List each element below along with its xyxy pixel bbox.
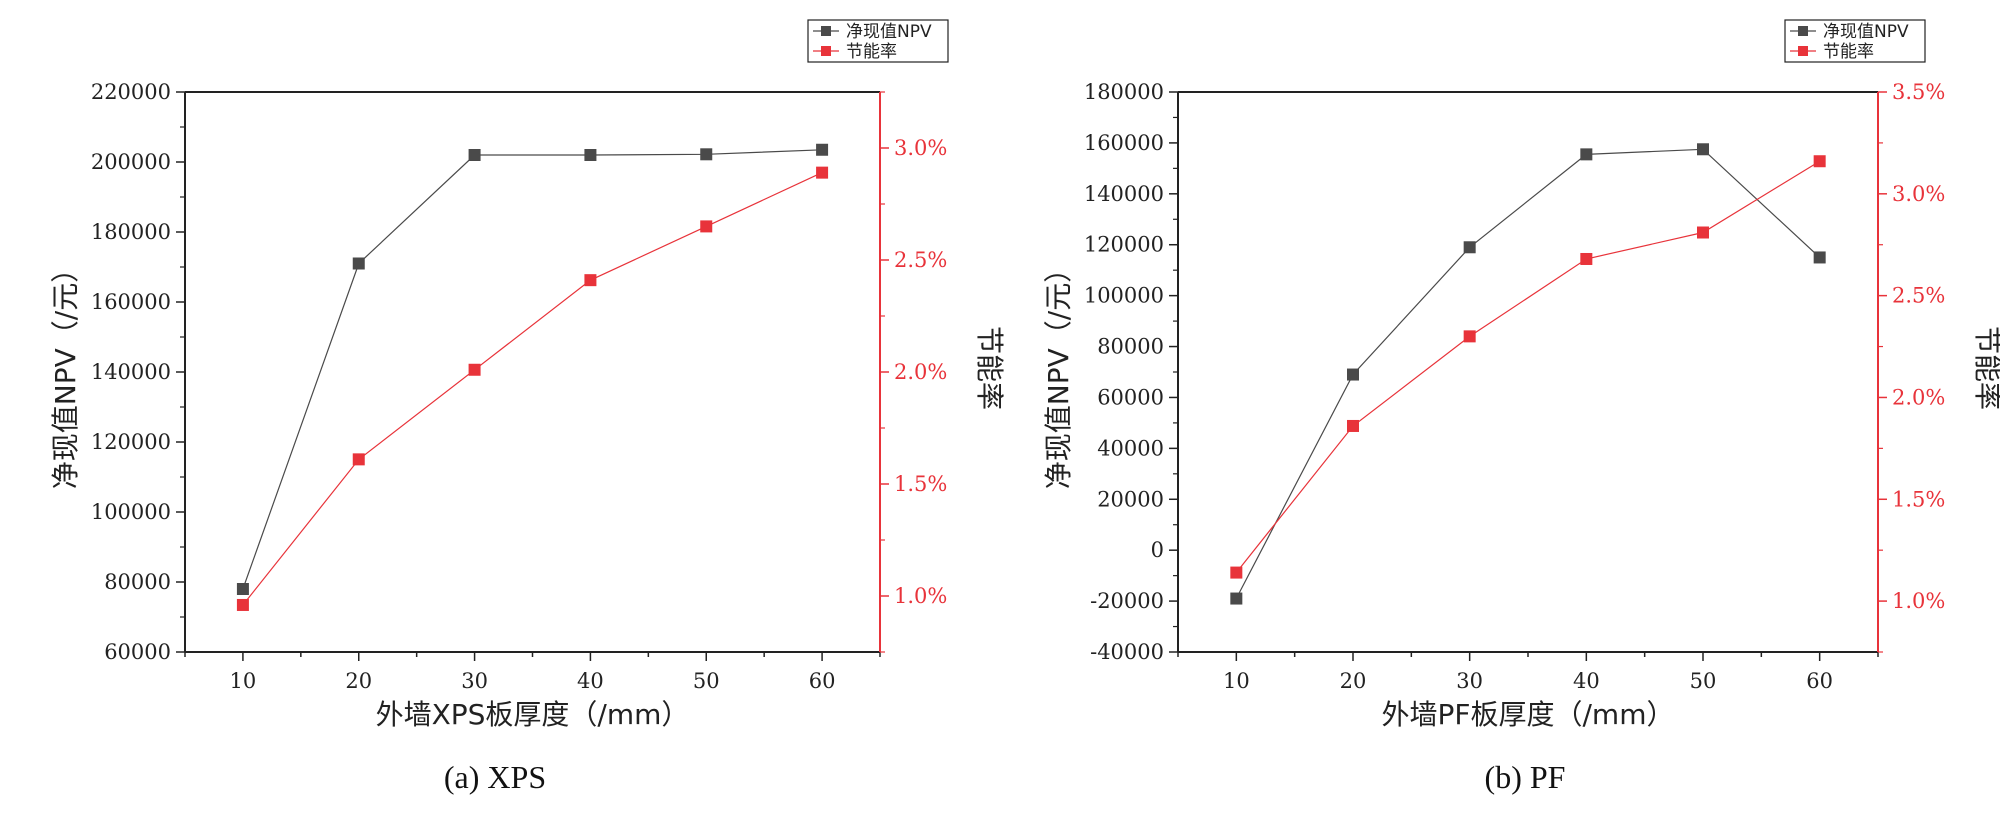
rate-data-point [1580, 252, 1593, 265]
right-y-tick-label: 1.0% [894, 584, 947, 608]
right-y-tick-label: 3.5% [1892, 80, 1945, 104]
x-tick-label: 30 [1456, 669, 1483, 693]
npv-data-point [584, 149, 597, 161]
rate-data-point [352, 453, 365, 466]
chart-panel-xps: 10 20 30 40 50 60 60000 80000 100000 120000 140000… [49, 19, 1006, 795]
left-y-tick-label: 100000 [91, 500, 171, 524]
left-y-axis-title: 净现值NPV（/元） [49, 255, 82, 489]
right-y-tick-label: 1.0% [1892, 589, 1945, 613]
right-y-tick-label: 2.0% [1892, 385, 1945, 409]
npv-data-point [700, 148, 713, 161]
right-y-tick-label: 2.0% [894, 360, 947, 384]
right-y-tick-label: 2.5% [894, 248, 947, 272]
x-tick-label: 50 [693, 669, 720, 693]
rate-data-point [700, 220, 713, 233]
rate-data-point [1463, 330, 1476, 343]
npv-data-point [352, 257, 365, 270]
right-y-axis-title: 节能率 [973, 326, 1006, 410]
rate-series-line [242, 172, 823, 606]
left-y-tick-label: 160000 [1084, 131, 1164, 155]
rate-data-point [816, 166, 829, 179]
left-y-tick-label: 0 [1151, 538, 1164, 562]
legend-swatch-marker [1798, 26, 1808, 36]
panel-caption: (b) PF [1485, 759, 1566, 795]
legend-label: 节能率 [1823, 42, 1874, 62]
right-y-tick-label: 1.5% [894, 472, 947, 496]
rate-series-line [1235, 160, 1821, 573]
legend-label: 净现值NPV [846, 22, 932, 42]
left-y-tick-label: 60000 [1097, 385, 1164, 409]
left-y-tick-label: 160000 [91, 290, 171, 314]
left-y-tick-label: 180000 [91, 220, 171, 244]
rate-data-point [1697, 226, 1709, 239]
npv-series-line [242, 149, 823, 590]
right-y-tick-label: 1.5% [1892, 487, 1945, 511]
legend-label: 净现值NPV [1823, 22, 1909, 42]
x-tick-label: 50 [1690, 669, 1717, 693]
legend-box [1784, 19, 1926, 63]
left-y-tick-label: -20000 [1090, 589, 1164, 613]
left-y-tick-label: 140000 [91, 360, 171, 384]
left-y-tick-label: 220000 [91, 80, 171, 104]
legend-swatch-marker [821, 46, 831, 56]
x-tick-label: 40 [1573, 669, 1600, 693]
rate-data-point [236, 598, 249, 611]
right-y-tick-label: 3.0% [894, 136, 947, 160]
rate-data-point [1230, 566, 1243, 579]
legend-swatch-marker [821, 26, 831, 36]
legend-box [807, 19, 949, 63]
left-y-tick-label: 80000 [1097, 335, 1164, 359]
left-y-tick-label: 40000 [1097, 436, 1164, 460]
legend-label: 节能率 [846, 42, 897, 62]
npv-data-point [468, 149, 481, 161]
left-y-tick-label: 120000 [1084, 233, 1164, 257]
panel-caption: (a) XPS [444, 759, 546, 795]
x-axis-title: 外墙PF板厚度（/mm） [1382, 698, 1675, 731]
x-axis-title: 外墙XPS板厚度（/mm） [376, 698, 690, 731]
rate-data-point [468, 363, 481, 376]
left-y-tick-label: 200000 [91, 150, 171, 174]
left-y-tick-label: -40000 [1090, 640, 1164, 664]
chart-panel-pf: 10 20 30 40 50 60 -40000 -20000 0 20000 40000 60000… [1042, 19, 2000, 795]
x-tick-label: 40 [577, 669, 604, 693]
left-y-tick-label: 100000 [1084, 284, 1164, 308]
npv-data-point [236, 583, 249, 595]
x-tick-label: 60 [1806, 669, 1833, 693]
npv-series-line [1235, 148, 1821, 599]
npv-data-point [1347, 368, 1359, 381]
left-y-axis-title: 净现值NPV（/元） [1042, 255, 1075, 489]
npv-data-point [1813, 251, 1826, 264]
left-y-tick-label: 120000 [91, 430, 171, 454]
rate-data-point [584, 274, 597, 287]
npv-data-point [1697, 143, 1709, 156]
left-y-tick-label: 20000 [1097, 487, 1164, 511]
right-y-tick-label: 3.0% [1892, 182, 1945, 206]
npv-data-point [816, 143, 829, 156]
npv-data-point [1230, 592, 1243, 605]
x-tick-label: 10 [230, 669, 257, 693]
x-tick-label: 20 [1340, 669, 1367, 693]
x-tick-label: 10 [1223, 669, 1250, 693]
rate-data-point [1813, 155, 1826, 168]
rate-data-point [1347, 419, 1359, 432]
npv-data-point [1463, 241, 1476, 254]
left-y-tick-label: 80000 [104, 570, 171, 594]
x-tick-label: 30 [461, 669, 488, 693]
left-y-tick-label: 60000 [104, 640, 171, 664]
x-tick-label: 60 [809, 669, 836, 693]
left-y-tick-label: 140000 [1084, 182, 1164, 206]
right-y-tick-label: 2.5% [1892, 284, 1945, 308]
right-y-axis-title: 节能率 [1971, 326, 2000, 410]
legend-swatch-marker [1798, 46, 1808, 56]
x-tick-label: 20 [345, 669, 372, 693]
npv-data-point [1580, 148, 1593, 161]
left-y-tick-label: 180000 [1084, 80, 1164, 104]
